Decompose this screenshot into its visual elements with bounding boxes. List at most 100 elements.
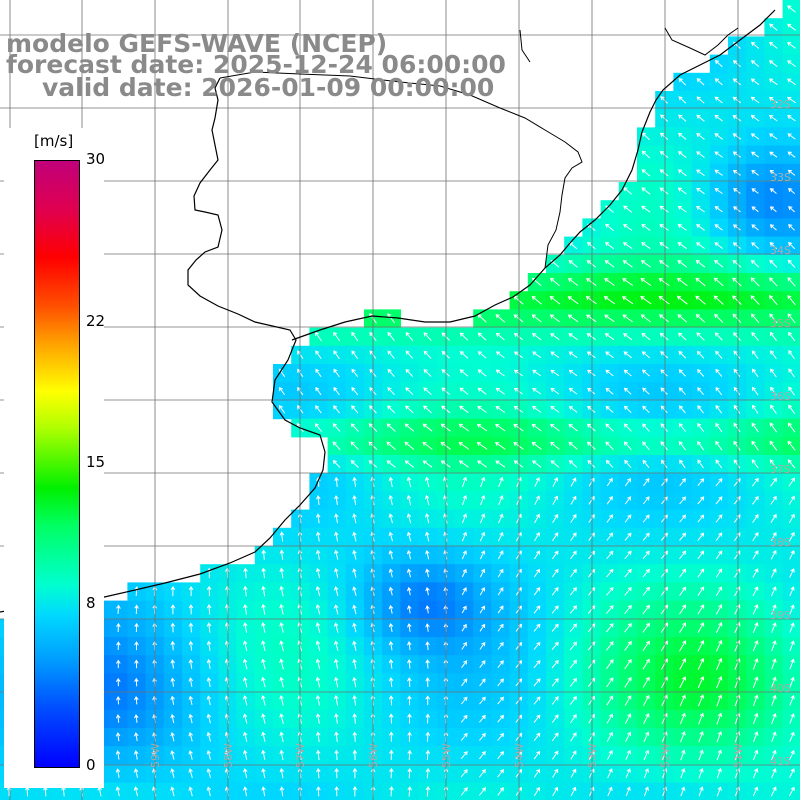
wind-arrow	[715, 440, 723, 451]
wind-arrow	[568, 441, 578, 450]
wind-arrow	[352, 767, 358, 779]
wind-arrow	[497, 550, 504, 560]
wind-arrow	[587, 405, 596, 413]
wind-arrow	[770, 350, 777, 360]
wind-arrow	[587, 641, 596, 651]
wind-arrow	[714, 188, 723, 195]
wind-arrow	[569, 641, 578, 651]
wind-arrow	[624, 640, 632, 651]
wind-arrow	[697, 604, 705, 615]
wind-arrow	[679, 514, 686, 523]
wind-arrow	[642, 586, 650, 596]
wind-arrow	[788, 331, 796, 342]
wind-arrow	[422, 423, 433, 432]
wind-arrow	[696, 78, 705, 86]
wind-arrow	[751, 422, 759, 433]
wind-arrow	[734, 586, 741, 597]
wind-arrow	[698, 731, 704, 743]
wind-arrow	[752, 731, 759, 743]
wind-arrow	[606, 677, 614, 688]
wind-arrow	[606, 623, 614, 633]
wind-arrow	[734, 622, 741, 634]
wind-arrow	[352, 713, 357, 724]
wind-arrow	[771, 694, 777, 706]
wind-arrow	[134, 622, 139, 633]
wind-arrow	[497, 568, 504, 578]
wind-arrow	[770, 495, 777, 505]
wind-arrow	[425, 713, 431, 724]
wind-arrow	[752, 568, 759, 578]
wind-arrow	[679, 586, 687, 596]
wind-arrow	[425, 568, 430, 578]
wind-arrow	[789, 676, 795, 688]
wind-arrow	[188, 677, 194, 687]
wind-arrow	[678, 96, 687, 104]
wind-arrow	[733, 386, 741, 396]
wind-arrow	[386, 460, 396, 468]
wind-arrow	[789, 550, 795, 560]
wind-arrow	[407, 659, 412, 669]
wind-arrow	[716, 694, 723, 707]
wind-arrow	[660, 441, 668, 451]
wind-arrow	[625, 786, 631, 797]
wind-arrow	[787, 169, 796, 176]
wind-arrow	[641, 150, 651, 159]
wind-arrow	[423, 350, 432, 359]
wind-arrow	[585, 296, 597, 305]
wind-arrow	[660, 369, 668, 377]
wind-arrow	[695, 295, 706, 305]
wind-arrow	[350, 460, 359, 468]
wind-arrow	[714, 151, 723, 158]
wind-arrow	[315, 658, 321, 670]
wind-arrow	[279, 549, 285, 560]
wind-arrow	[788, 350, 795, 360]
wind-arrow	[787, 440, 796, 451]
wind-arrow	[641, 169, 651, 177]
wind-arrow	[497, 750, 504, 760]
wind-arrow	[733, 440, 741, 451]
wind-arrow	[551, 605, 559, 614]
wind-arrow	[533, 678, 541, 687]
wind-arrow	[752, 768, 759, 779]
wind-arrow	[605, 351, 614, 359]
wind-arrow	[787, 422, 796, 433]
wind-arrow	[407, 623, 412, 632]
wind-arrow	[115, 750, 121, 760]
wind-arrow	[716, 749, 722, 761]
wind-arrow	[333, 331, 341, 342]
wind-arrow	[771, 713, 777, 725]
wind-arrow	[261, 786, 266, 797]
wind-arrow	[732, 224, 741, 231]
wind-arrow	[715, 496, 723, 505]
wind-arrow	[679, 712, 686, 725]
wind-arrow	[533, 587, 541, 596]
wind-arrow	[567, 314, 579, 323]
wind-arrow	[640, 296, 652, 305]
wind-arrow	[732, 259, 742, 268]
wind-arrow	[789, 768, 795, 779]
wind-arrow	[352, 604, 357, 615]
wind-arrow	[479, 732, 486, 741]
wind-arrow	[497, 623, 504, 632]
wind-arrow	[604, 333, 615, 341]
wind-arrow	[642, 387, 650, 395]
wind-arrow	[533, 568, 541, 578]
wind-arrow	[788, 206, 795, 213]
wind-arrow	[732, 169, 741, 176]
wind-arrow	[787, 294, 796, 306]
wind-arrow	[586, 333, 596, 341]
wind-arrow	[459, 332, 469, 341]
wind-arrow	[388, 604, 394, 614]
wind-arrow	[479, 568, 486, 578]
wind-arrow	[677, 224, 687, 231]
wind-arrow	[534, 495, 540, 506]
wind-arrow	[606, 477, 613, 487]
wind-arrow	[714, 114, 723, 122]
wind-arrow	[533, 641, 541, 650]
wind-arrow	[789, 640, 795, 652]
wind-arrow	[624, 676, 632, 688]
wind-arrow	[407, 641, 412, 651]
wind-arrow	[732, 60, 741, 68]
wind-arrow	[459, 350, 469, 359]
wind-arrow	[750, 259, 760, 268]
